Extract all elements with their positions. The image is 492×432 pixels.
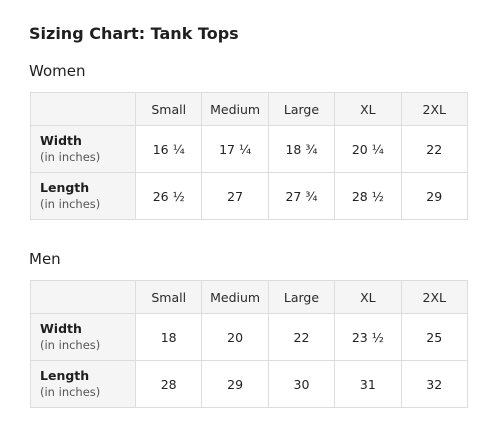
measure-unit: (in inches) <box>40 197 101 211</box>
size-header: Small <box>134 280 203 314</box>
row-label: Width (in inches) <box>30 313 136 361</box>
table-header-row: Small Medium Large XL 2XL <box>30 280 468 314</box>
table-cell: 30 <box>267 360 336 408</box>
size-header: Medium <box>201 280 269 314</box>
men-heading: Men <box>29 250 61 268</box>
measure-name: Length <box>40 368 90 383</box>
women-size-table: Small Medium Large XL 2XL Width (in inch… <box>30 92 468 220</box>
size-header: Large <box>267 92 336 126</box>
size-header: XL <box>334 92 402 126</box>
table-cell: 20 ¼ <box>334 125 402 173</box>
table-cell: 18 ¾ <box>267 125 336 173</box>
size-header: 2XL <box>400 280 468 314</box>
table-cell: 27 ¾ <box>267 172 336 220</box>
table-row: Width (in inches) 16 ¼ 17 ¼ 18 ¾ 20 ¼ 22 <box>30 125 468 173</box>
size-header: Medium <box>201 92 269 126</box>
size-header: XL <box>334 280 402 314</box>
measure-unit: (in inches) <box>40 338 101 352</box>
table-header-row: Small Medium Large XL 2XL <box>30 92 468 126</box>
table-cell: 25 <box>400 313 468 361</box>
table-row: Width (in inches) 18 20 22 23 ½ 25 <box>30 313 468 361</box>
table-corner-cell <box>30 92 136 126</box>
table-cell: 23 ½ <box>334 313 402 361</box>
table-cell: 18 <box>134 313 203 361</box>
measure-name: Length <box>40 180 90 195</box>
row-label: Length (in inches) <box>30 172 136 220</box>
measure-unit: (in inches) <box>40 385 101 399</box>
measure-unit: (in inches) <box>40 150 101 164</box>
page-title: Sizing Chart: Tank Tops <box>29 24 239 43</box>
size-header: Large <box>267 280 336 314</box>
table-cell: 29 <box>400 172 468 220</box>
row-label: Length (in inches) <box>30 360 136 408</box>
table-cell: 22 <box>400 125 468 173</box>
measure-name: Width <box>40 321 82 336</box>
table-cell: 20 <box>201 313 269 361</box>
table-cell: 22 <box>267 313 336 361</box>
size-header: 2XL <box>400 92 468 126</box>
table-row: Length (in inches) 28 29 30 31 32 <box>30 360 468 408</box>
size-header: Small <box>134 92 203 126</box>
row-label: Width (in inches) <box>30 125 136 173</box>
table-cell: 17 ¼ <box>201 125 269 173</box>
table-cell: 32 <box>400 360 468 408</box>
women-heading: Women <box>29 62 86 80</box>
men-size-table: Small Medium Large XL 2XL Width (in inch… <box>30 280 468 408</box>
table-cell: 28 <box>134 360 203 408</box>
table-cell: 28 ½ <box>334 172 402 220</box>
measure-name: Width <box>40 133 82 148</box>
table-cell: 16 ¼ <box>134 125 203 173</box>
table-cell: 29 <box>201 360 269 408</box>
table-cell: 26 ½ <box>134 172 203 220</box>
table-corner-cell <box>30 280 136 314</box>
table-row: Length (in inches) 26 ½ 27 27 ¾ 28 ½ 29 <box>30 172 468 220</box>
table-cell: 27 <box>201 172 269 220</box>
table-cell: 31 <box>334 360 402 408</box>
